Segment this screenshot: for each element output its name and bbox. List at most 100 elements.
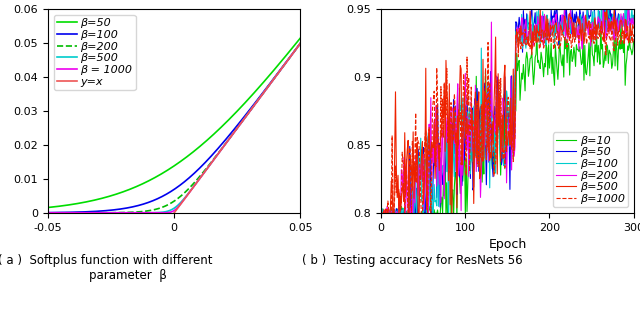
- β=500: [70, 211, 77, 215]
- β=100: [246, 108, 253, 112]
- β=50: [296, 36, 304, 40]
- β=200: [533, 32, 541, 35]
- β=100: [44, 211, 52, 214]
- X-axis label: Epoch: Epoch: [488, 238, 527, 251]
- β=100: [398, 218, 406, 222]
- y=x: [296, 41, 304, 45]
- β=200: [394, 218, 402, 222]
- β=500: [528, 53, 536, 57]
- β=100: [146, 200, 154, 204]
- β=500: [241, 116, 249, 120]
- β=50: [156, 173, 163, 177]
- y=x: [146, 244, 154, 247]
- Line: β=100: β=100: [382, 3, 634, 220]
- Legend: β=10, β=50, β=100, β=200, β=500, β=1000: β=10, β=50, β=100, β=200, β=500, β=1000: [553, 132, 628, 207]
- Line: β=100: β=100: [48, 43, 300, 213]
- β=100: [533, 10, 541, 13]
- β=1000: [630, 33, 637, 36]
- β=50: [590, 1, 598, 4]
- β=500: [630, 26, 637, 30]
- β=200: [528, 40, 536, 44]
- β=10: [630, 40, 637, 44]
- β = 1000: [156, 211, 163, 215]
- β=100: [241, 114, 249, 118]
- β=500: [607, 29, 615, 33]
- β = 1000: [296, 41, 304, 45]
- β=100: [528, 47, 536, 51]
- β=10: [442, 218, 450, 222]
- β=500: [386, 218, 394, 222]
- Line: β=1000: β=1000: [382, 22, 634, 220]
- β=100: [70, 210, 77, 214]
- β=10: [617, 19, 625, 23]
- β=200: [156, 207, 163, 210]
- β=500: [533, 23, 541, 27]
- β = 1000: [146, 211, 154, 215]
- β=200: [561, 5, 568, 9]
- β=200: [608, 28, 616, 31]
- β=50: [533, 23, 541, 27]
- y=x: [156, 231, 163, 235]
- β=500: [611, 6, 618, 10]
- β=10: [591, 43, 599, 47]
- β=10: [533, 32, 541, 36]
- Text: ( a )  Softplus function with different
            parameter  β: ( a ) Softplus function with different p…: [0, 254, 213, 281]
- β=1000: [386, 218, 394, 222]
- β=200: [379, 211, 387, 215]
- β = 1000: [241, 116, 249, 120]
- β=1000: [528, 40, 536, 44]
- β=10: [378, 207, 386, 211]
- β=10: [607, 53, 615, 57]
- β=200: [146, 209, 154, 213]
- β=50: [44, 206, 52, 209]
- β=50: [241, 101, 249, 105]
- β=50: [146, 178, 154, 182]
- β=100: [296, 41, 304, 45]
- β=1000: [605, 20, 612, 24]
- Line: β = 1000: β = 1000: [48, 43, 300, 213]
- β=1000: [591, 25, 599, 29]
- β=50: [608, 12, 616, 16]
- β=50: [378, 208, 386, 212]
- β=10: [529, 68, 536, 71]
- β=200: [241, 116, 249, 120]
- β=1000: [533, 39, 541, 43]
- β=50: [396, 218, 404, 222]
- β=500: [146, 211, 154, 215]
- β=500: [218, 148, 225, 151]
- β=1000: [529, 46, 536, 50]
- β=200: [44, 211, 52, 215]
- β=10: [379, 209, 387, 213]
- Line: β=200: β=200: [382, 7, 634, 220]
- β=100: [591, 22, 599, 26]
- β=200: [529, 31, 536, 35]
- β = 1000: [44, 211, 52, 215]
- β=100: [630, 13, 637, 17]
- β = 1000: [70, 211, 77, 215]
- β=10: [528, 50, 536, 54]
- Line: β=500: β=500: [382, 8, 634, 220]
- β=500: [529, 30, 536, 33]
- Line: y=x: y=x: [48, 43, 300, 313]
- β=200: [378, 213, 386, 216]
- β=200: [592, 37, 600, 41]
- Line: β=500: β=500: [48, 43, 300, 213]
- β=100: [608, 27, 616, 31]
- β=500: [379, 211, 387, 215]
- β=1000: [608, 28, 616, 32]
- β=500: [591, 16, 599, 20]
- β=50: [592, 24, 600, 28]
- Line: β=50: β=50: [382, 3, 634, 220]
- y=x: [218, 148, 225, 151]
- Line: β=10: β=10: [382, 21, 634, 220]
- β=500: [378, 215, 386, 219]
- β=200: [296, 41, 304, 45]
- β=100: [529, 15, 536, 19]
- β=200: [246, 110, 253, 114]
- β=1000: [379, 213, 387, 216]
- β=200: [630, 22, 637, 26]
- y=x: [241, 116, 249, 120]
- β = 1000: [218, 148, 225, 151]
- β=50: [246, 96, 253, 100]
- Line: β=50: β=50: [48, 38, 300, 208]
